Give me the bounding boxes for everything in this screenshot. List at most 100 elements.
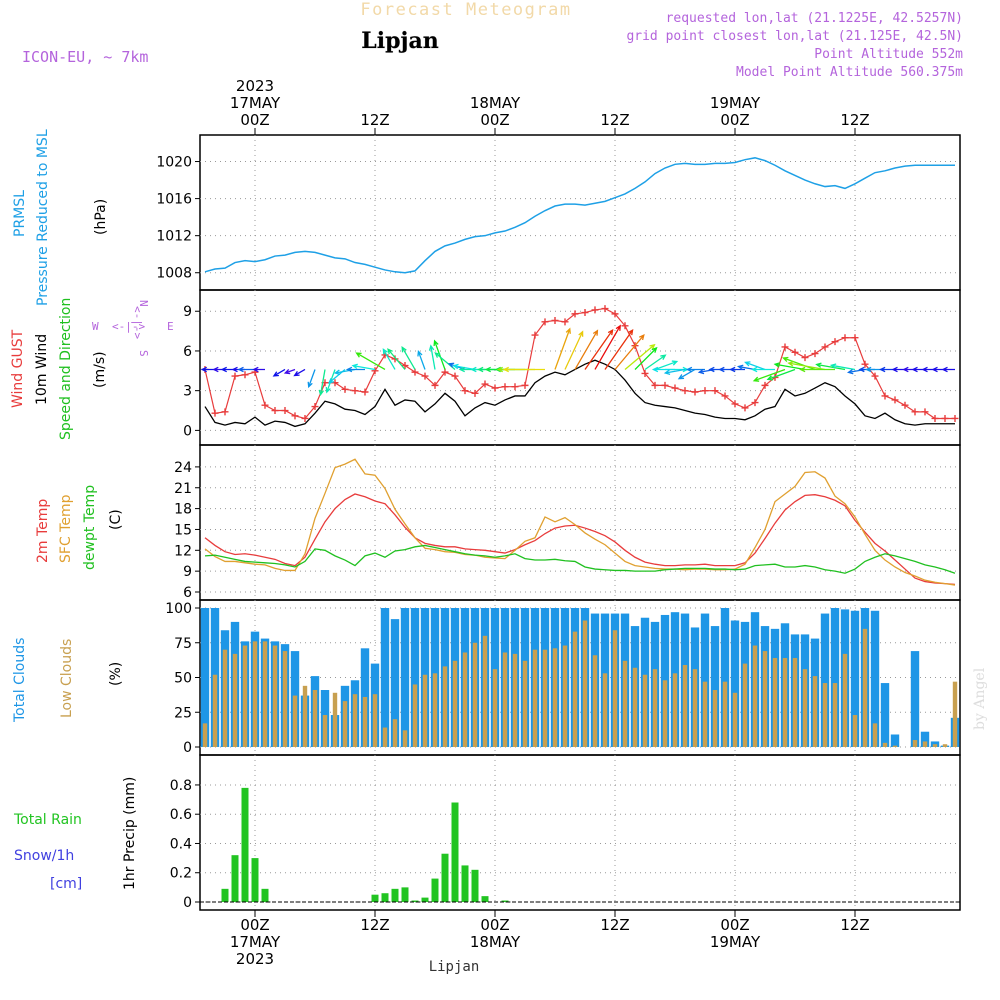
clouds-ytick-label: 25 — [174, 705, 192, 721]
total-cloud-bar — [850, 610, 860, 747]
wind-direction-arrow — [382, 348, 396, 370]
low-cloud-bar — [842, 653, 848, 747]
wind-speed-line — [204, 359, 955, 428]
wind-direction-arrow — [594, 324, 621, 370]
total-rain-label: Total Rain — [13, 812, 82, 828]
wind-direction-arrow — [283, 368, 296, 375]
gust-point — [811, 350, 819, 358]
rain-bar — [401, 887, 409, 902]
wind-direction-arrow — [428, 344, 436, 370]
low-cloud-bar — [632, 667, 638, 747]
gust-point — [821, 343, 829, 351]
bottom-axis-label: 12Z — [600, 916, 629, 934]
low-cloud-bar — [712, 690, 718, 747]
gust-point — [801, 354, 809, 362]
gust-point — [881, 392, 889, 400]
wind-direction-arrow — [604, 328, 634, 370]
top-axis-label: 18MAY — [470, 94, 521, 112]
bottom-axis-label: 00Z — [480, 916, 509, 934]
gust-point — [831, 338, 839, 346]
compass-south: S — [137, 350, 150, 357]
low-cloud-bar — [222, 649, 228, 747]
rain-bar — [451, 802, 459, 902]
wind-gust-label: Wind GUST — [10, 329, 26, 408]
rain-bar — [441, 853, 449, 902]
low-cloud-bar — [562, 645, 568, 747]
compass-east: E — [167, 320, 174, 333]
wind-direction-arrow — [584, 328, 614, 370]
gust-point — [261, 401, 269, 409]
rain-bar — [481, 896, 489, 902]
top-axis-label: 00Z — [240, 111, 269, 129]
gust-point — [241, 371, 249, 379]
low-cloud-bar — [612, 630, 618, 747]
low-cloud-bar — [352, 694, 358, 747]
low-cloud-bar — [942, 744, 948, 747]
gust-point — [511, 383, 519, 391]
low-cloud-bar — [812, 676, 818, 747]
low-cloud-bar — [552, 648, 558, 747]
model-label: ICON-EU, ~ 7km — [22, 48, 148, 66]
low-cloud-bar — [592, 655, 598, 747]
wind-ytick-label: 9 — [183, 304, 192, 320]
gust-point — [651, 381, 659, 389]
watermark: by Angel — [972, 667, 988, 730]
wind-direction-arrow — [502, 366, 545, 373]
precip-ytick-label: 0.6 — [170, 807, 192, 823]
rain-bar — [501, 900, 509, 902]
low-cloud-bar — [672, 673, 678, 747]
gust-point — [791, 348, 799, 356]
wind-direction-arrow — [729, 366, 745, 373]
gust-point — [761, 381, 769, 389]
bottom-axis-label: 00Z — [240, 916, 269, 934]
clouds-unit: (%) — [108, 662, 124, 686]
low-cloud-bar — [292, 695, 298, 747]
low-cloud-bar — [952, 681, 958, 747]
total-cloud-bar — [380, 608, 390, 747]
clouds-panel: 0 25 50 75 100 — [165, 599, 961, 756]
low-cloud-bar — [332, 692, 338, 747]
gust-point — [691, 388, 699, 396]
product-title: Forecast Meteogram — [360, 0, 571, 20]
total-cloud-bar — [200, 608, 210, 747]
gust-point — [281, 407, 289, 415]
low-cloud-bar — [522, 660, 528, 747]
gust-point — [721, 392, 729, 400]
pressure-panel: 1008 1012 1016 1020 — [156, 134, 961, 291]
low-cloud-bar — [432, 673, 438, 747]
low-cloud-bar — [782, 658, 788, 747]
compass-arrow-v: <-|-> — [131, 306, 144, 339]
precip-panel: 0 0.2 0.4 0.6 0.8 — [170, 754, 961, 911]
gust-point — [871, 372, 879, 380]
gust-point — [461, 387, 469, 395]
low-cloud-bar — [342, 701, 348, 747]
gust-point — [551, 317, 559, 325]
gust-point — [951, 414, 959, 422]
temperature-ytick-label: 12 — [174, 543, 192, 559]
low-cloud-bar — [492, 669, 498, 747]
gust-point — [611, 310, 619, 318]
wind-ytick-label: 6 — [183, 344, 192, 360]
top-axis-label: 12Z — [840, 111, 869, 129]
low-cloud-bar — [532, 649, 538, 747]
gust-point — [341, 385, 349, 393]
gust-point — [781, 343, 789, 351]
low-cloud-bar — [402, 730, 408, 747]
total-cloud-bar — [710, 626, 720, 747]
low-cloud-bar — [852, 715, 858, 747]
rain-bar — [241, 787, 249, 902]
compass-rose: W E <-|-> N S <-|-> — [92, 300, 174, 357]
gust-point — [681, 387, 689, 395]
snow-label: Snow/1h — [14, 848, 74, 864]
prmsl-label: PRMSL — [12, 190, 28, 237]
gust-point — [561, 318, 569, 326]
wind-direction-arrow — [799, 366, 835, 373]
top-axis-label: 17MAY — [230, 94, 281, 112]
speed-direction-label: Speed and Direction — [58, 298, 74, 440]
gust-point — [441, 368, 449, 376]
sfc-temp-label: SFC Temp — [58, 494, 74, 563]
low-cloud-bar — [642, 674, 648, 747]
low-cloud-bar — [572, 631, 578, 747]
rain-bar — [231, 855, 239, 902]
